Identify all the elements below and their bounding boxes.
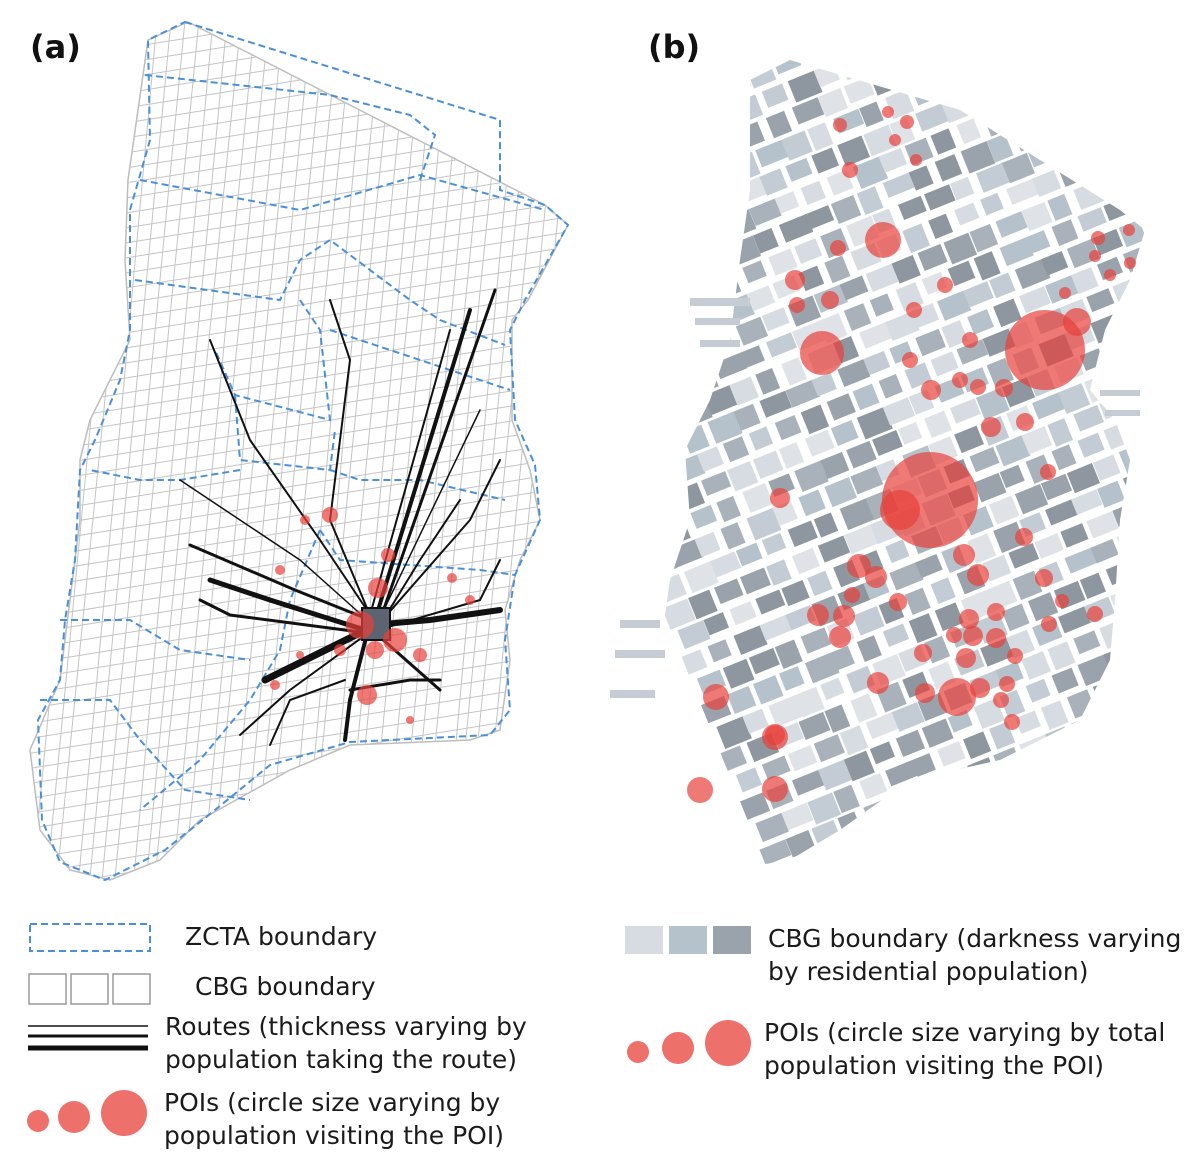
legend-cbg-a: CBG boundary: [28, 972, 376, 1006]
map-b-cbg-population: [610, 60, 1145, 870]
map-a-routes: [29, 20, 570, 882]
legend-pois-a-line1: POIs (circle size varying by: [164, 1088, 501, 1117]
panel-b-label: (b): [648, 28, 701, 66]
legend-routes-text: Routes (thickness varying by population …: [165, 1010, 527, 1076]
cbg-swatch-b: [625, 926, 751, 954]
legend-pois-b-text: POIs (circle size varying by total popul…: [764, 1016, 1165, 1082]
pois-swatch-a: [27, 1090, 147, 1136]
legend-pois-b-line2: population visiting the POI): [764, 1051, 1104, 1080]
legend-zcta: ZCTA boundary: [28, 922, 377, 954]
legend-cbg-a-text: CBG boundary: [195, 972, 376, 1001]
panel-a-label: (a): [30, 28, 81, 66]
legend-routes: Routes (thickness varying by population …: [28, 1010, 527, 1076]
legend-pois-a-line2: population visiting the POI): [164, 1121, 504, 1150]
legend-b: CBG boundary (darkness varying by reside…: [600, 900, 1200, 1174]
legend-cbg-b-line1: CBG boundary (darkness varying: [768, 924, 1182, 953]
routes-swatch: [28, 1025, 148, 1051]
legend-routes-line1: Routes (thickness varying by: [165, 1012, 527, 1041]
pois-swatch-b: [627, 1020, 751, 1066]
legend-cbg-b-text: CBG boundary (darkness varying by reside…: [768, 922, 1181, 988]
legend-zcta-text: ZCTA boundary: [185, 922, 378, 951]
legend-a: ZCTA boundary CBG boundary Routes (thick…: [0, 900, 600, 1174]
piers-b: [610, 298, 1140, 698]
legend-cbg-b: CBG boundary (darkness varying by reside…: [624, 922, 1181, 988]
legend-pois-a-text: POIs (circle size varying by population …: [164, 1086, 504, 1152]
legend-routes-line2: population taking the route): [165, 1045, 517, 1074]
zcta-boundaries: [36, 20, 570, 882]
zcta-swatch: [29, 923, 151, 952]
cbg-swatch-a: [28, 973, 151, 1005]
legend-cbg-b-line2: by residential population): [768, 957, 1089, 986]
legend-pois-a: POIs (circle size varying by population …: [24, 1086, 504, 1152]
legend-pois-b: POIs (circle size varying by total popul…: [624, 1016, 1165, 1082]
legend-pois-b-line1: POIs (circle size varying by total: [764, 1018, 1166, 1047]
pois-a: [270, 507, 475, 724]
pois-b: [687, 106, 1136, 803]
